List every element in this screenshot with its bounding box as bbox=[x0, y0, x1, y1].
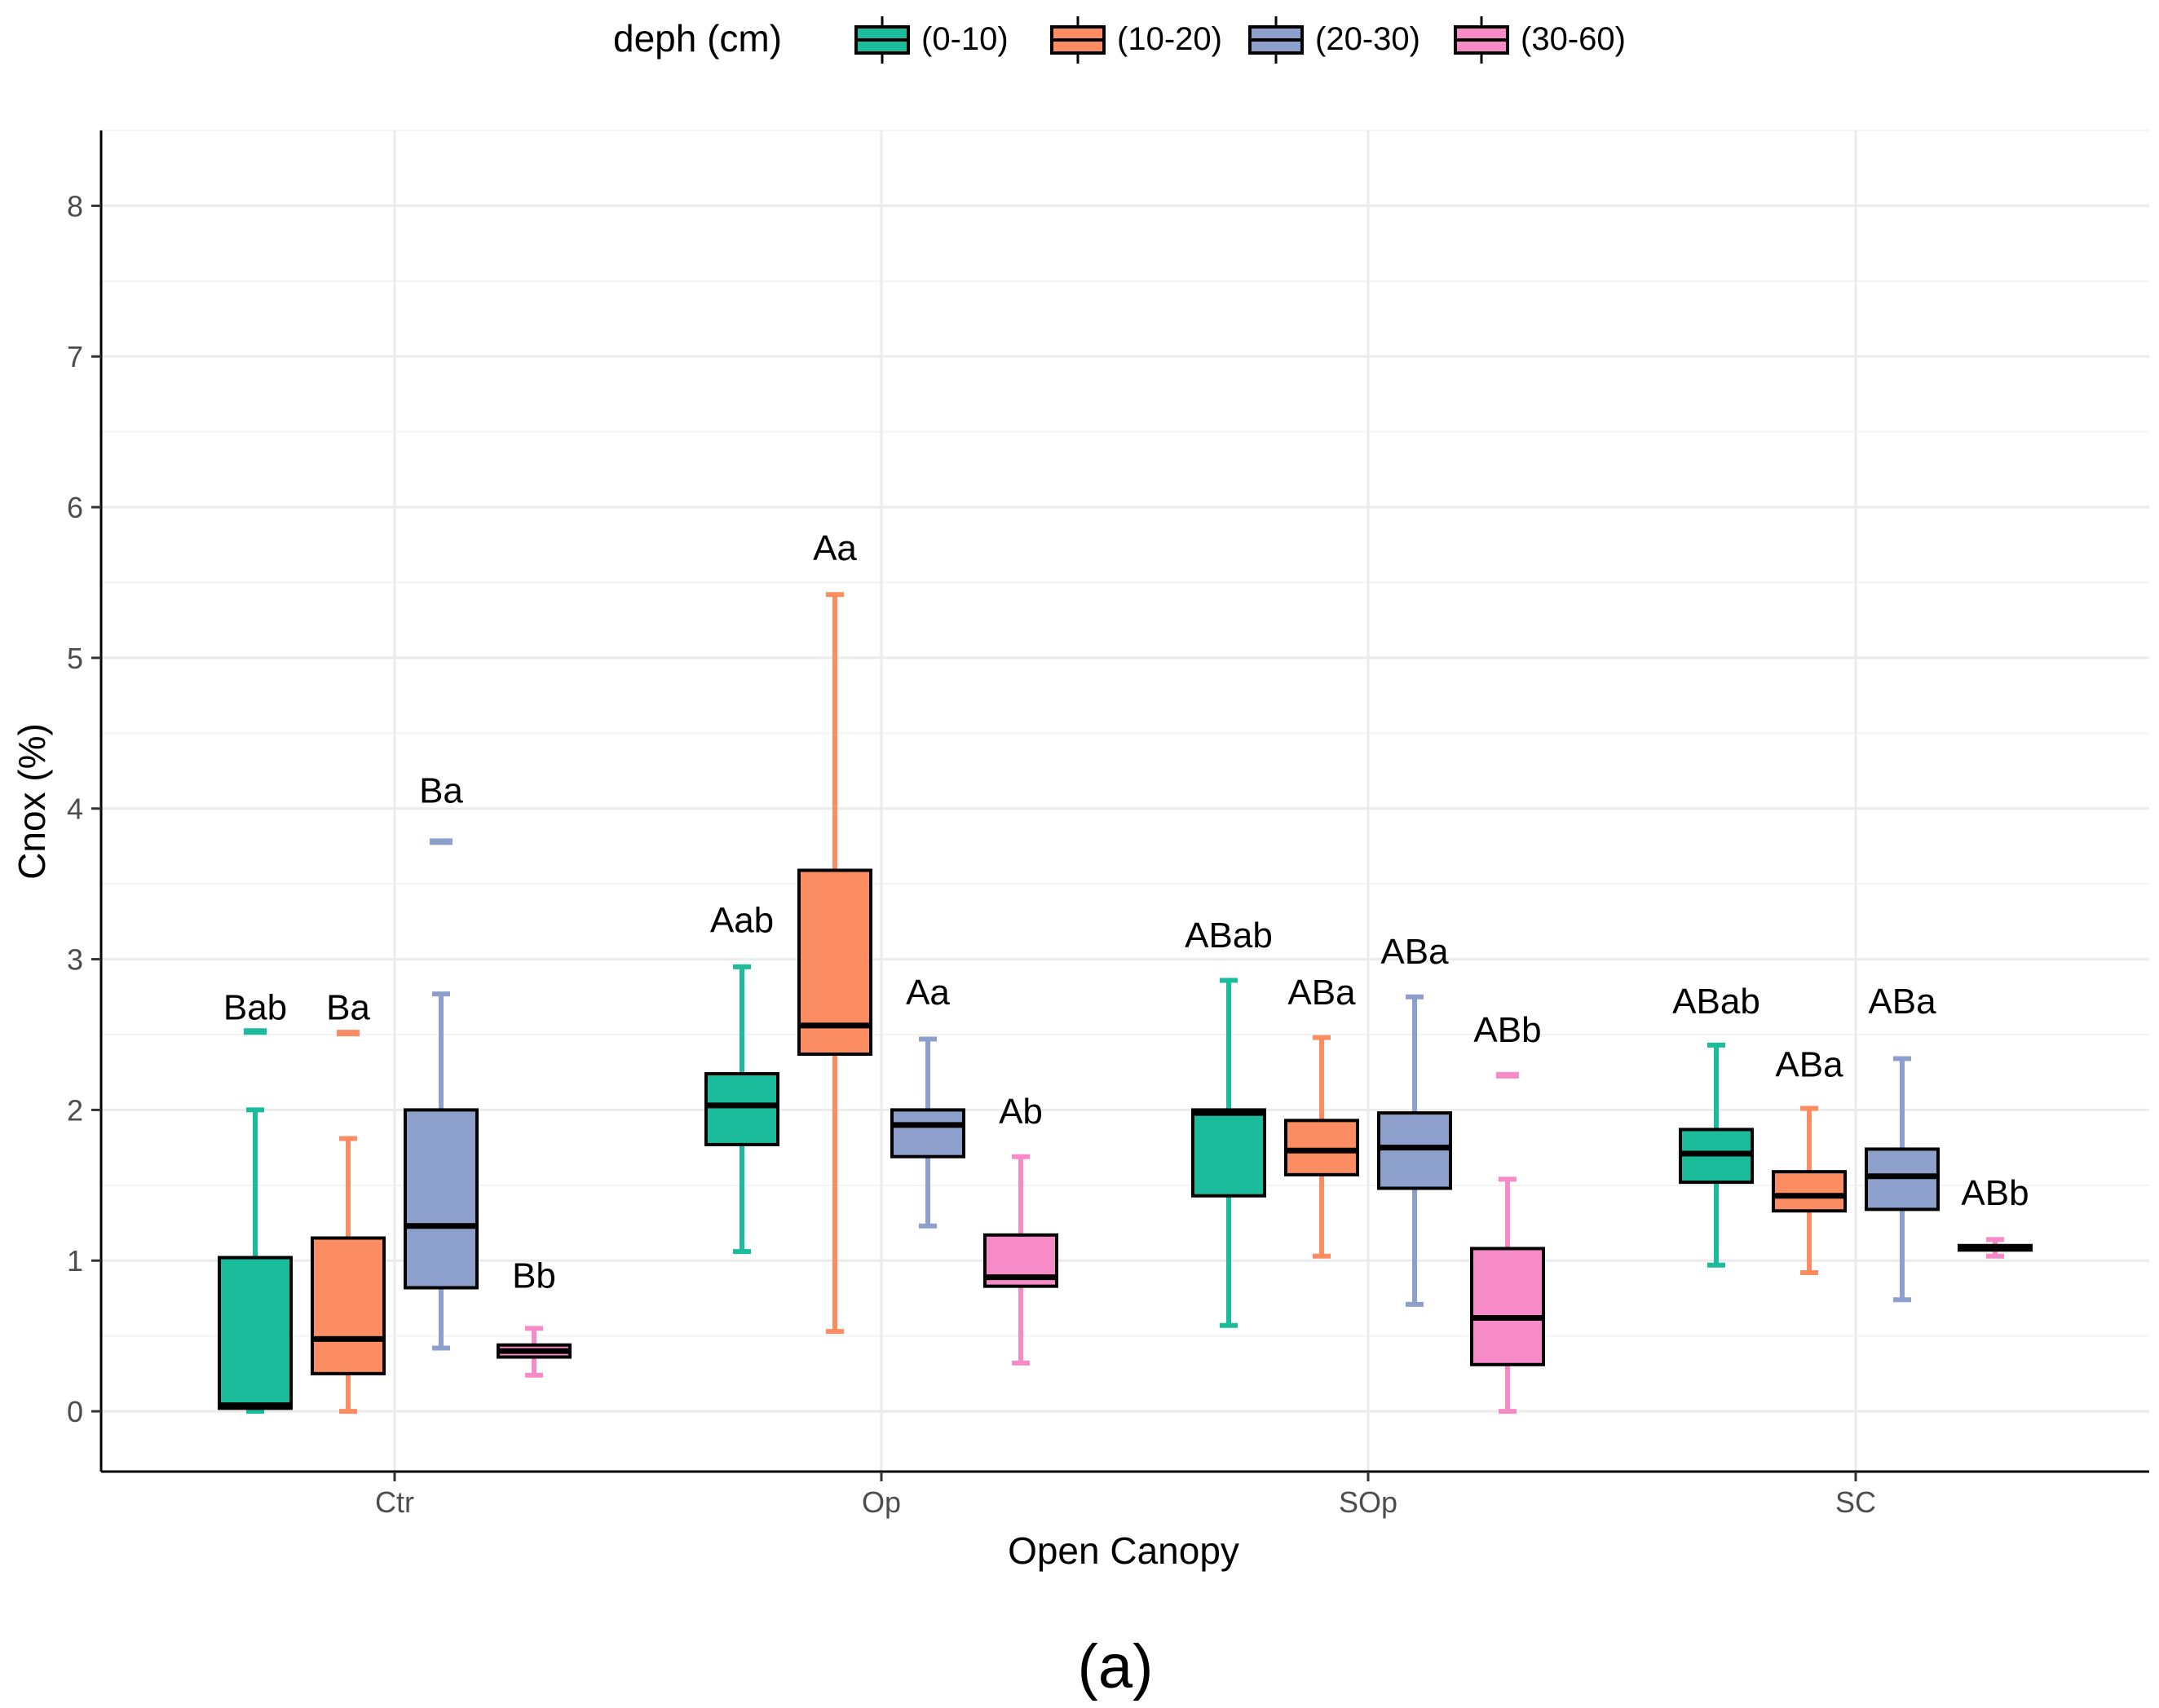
iqr-box bbox=[1470, 1247, 1545, 1366]
y-tick-label: 3 bbox=[67, 943, 83, 977]
iqr-box bbox=[1191, 1108, 1266, 1198]
x-axis-title: Open Canopy bbox=[1008, 1529, 1239, 1572]
significance-label: ABa bbox=[1868, 982, 1936, 1022]
legend-label: (0-10) bbox=[921, 21, 1009, 57]
significance-label: Ba bbox=[326, 988, 370, 1028]
y-tick-label: 1 bbox=[67, 1244, 83, 1278]
significance-label: Aa bbox=[813, 528, 857, 568]
box-(10-20)-SOp bbox=[1284, 1035, 1359, 1259]
box-(30-60)-Op bbox=[983, 1154, 1058, 1366]
significance-label: Ab bbox=[999, 1092, 1043, 1132]
box-(30-60)-SC bbox=[1958, 1237, 2033, 1259]
legend-label: (30-60) bbox=[1521, 21, 1626, 57]
iqr-box bbox=[1772, 1170, 1847, 1213]
y-tick-label: 5 bbox=[67, 642, 83, 675]
y-tick-label: 0 bbox=[67, 1395, 83, 1428]
legend-item: (0-10) bbox=[854, 16, 1009, 64]
y-tick-label: 4 bbox=[67, 792, 83, 826]
y-tick-label: 6 bbox=[67, 491, 83, 524]
legend-item: (10-20) bbox=[1050, 16, 1222, 64]
box-(20-30)-SC bbox=[1865, 1056, 1940, 1303]
significance-label: ABa bbox=[1775, 1045, 1843, 1085]
x-tick-label: SOp bbox=[1339, 1485, 1397, 1519]
box-(30-60)-SOp bbox=[1470, 1071, 1545, 1415]
iqr-box bbox=[1377, 1111, 1452, 1190]
significance-label: Aab bbox=[710, 900, 774, 940]
box-marks bbox=[218, 592, 2033, 1415]
x-tick-label: Ctr bbox=[375, 1485, 414, 1519]
x-tick-label: SC bbox=[1835, 1485, 1876, 1519]
iqr-box bbox=[404, 1108, 479, 1290]
iqr-box bbox=[218, 1256, 293, 1410]
figure-caption: (a) bbox=[1078, 1632, 1154, 1701]
significance-label: ABb bbox=[1473, 1010, 1541, 1050]
iqr-box bbox=[890, 1108, 965, 1159]
box-(10-20)-Op bbox=[797, 592, 872, 1335]
legend-item: (30-60) bbox=[1454, 16, 1626, 64]
box-(20-30)-Op bbox=[890, 1036, 965, 1229]
box-(20-30)-Ctr bbox=[404, 838, 479, 1351]
significance-labels: Bab Aab ABab ABab Ba Aa ABa ABa Ba Aa ABa ABa Bb Ab AB… bbox=[223, 528, 2029, 1296]
box-(10-20)-Ctr bbox=[311, 1030, 386, 1415]
x-tick-label: Op bbox=[862, 1485, 901, 1519]
significance-label: Bb bbox=[512, 1256, 556, 1296]
iqr-box bbox=[1865, 1147, 1940, 1211]
box-(0-10)-SC bbox=[1679, 1042, 1754, 1268]
box-(20-30)-SOp bbox=[1377, 994, 1452, 1307]
significance-label: ABa bbox=[1287, 973, 1356, 1013]
iqr-box bbox=[1284, 1119, 1359, 1176]
legend-title: deph (cm) bbox=[613, 17, 782, 60]
legend-item: (20-30) bbox=[1248, 16, 1420, 64]
y-tick-label: 2 bbox=[67, 1093, 83, 1127]
significance-label: Bab bbox=[223, 988, 287, 1028]
legend: deph (cm) (0-10) (10-20) (20-30) (30-60) bbox=[613, 16, 1626, 64]
box-(0-10)-Op bbox=[704, 964, 779, 1255]
y-axis-title: Cnox (%) bbox=[11, 723, 53, 880]
legend-label: (10-20) bbox=[1117, 21, 1222, 57]
legend-label: (20-30) bbox=[1315, 21, 1420, 57]
box-(30-60)-Ctr bbox=[497, 1326, 572, 1378]
y-tick-label: 8 bbox=[67, 189, 83, 223]
box-(0-10)-Ctr bbox=[218, 1028, 293, 1415]
plot-panel: Bab Aab ABab ABab Ba Aa ABa ABa Ba Aa ABa ABa Bb Ab AB… bbox=[67, 130, 2149, 1519]
y-tick-label: 7 bbox=[67, 340, 83, 373]
significance-label: Aa bbox=[906, 973, 950, 1013]
significance-label: Ba bbox=[419, 770, 463, 810]
box-(10-20)-SC bbox=[1772, 1106, 1847, 1276]
legend-items: (0-10) (10-20) (20-30) (30-60) bbox=[854, 16, 1626, 64]
iqr-box bbox=[704, 1072, 779, 1146]
axes: 0 1 2 3 4 5 6 7 8 Ctr Op SOp SC bbox=[67, 130, 2149, 1519]
significance-label: ABb bbox=[1961, 1173, 2029, 1213]
significance-label: ABa bbox=[1380, 932, 1449, 972]
significance-label: ABab bbox=[1185, 916, 1273, 956]
box-(0-10)-SOp bbox=[1191, 978, 1266, 1328]
iqr-box bbox=[311, 1236, 386, 1375]
significance-label: ABab bbox=[1672, 982, 1760, 1022]
